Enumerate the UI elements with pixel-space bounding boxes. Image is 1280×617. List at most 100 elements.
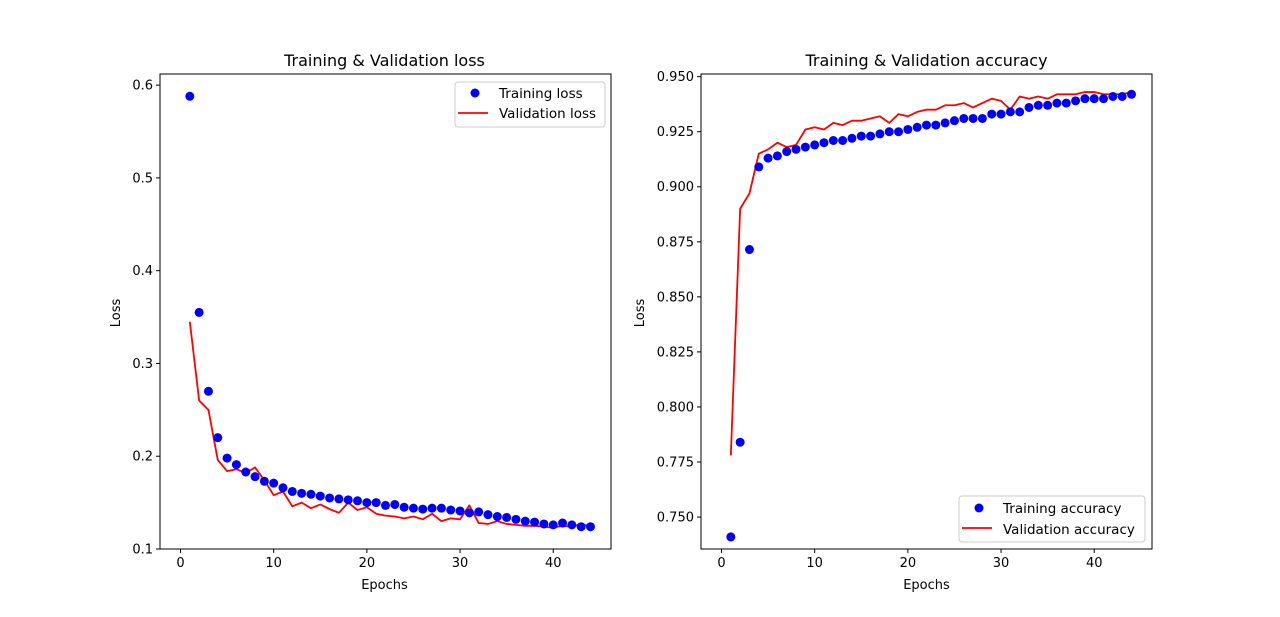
data-point-training-accuracy	[922, 120, 931, 130]
loss-chart: Training & Validation loss Epochs Loss 0…	[109, 51, 612, 593]
data-point-training-loss	[427, 503, 437, 513]
x-tick-label: 10	[265, 556, 282, 571]
accuracy-chart-marks	[726, 89, 1136, 542]
y-tick-label: 0.750	[657, 511, 694, 526]
y-tick-label: 0.775	[657, 456, 694, 471]
loss-chart-x-axis-label: Epochs	[361, 578, 408, 593]
data-point-training-loss	[287, 486, 297, 496]
data-point-training-loss	[213, 433, 223, 443]
data-point-training-accuracy	[838, 136, 848, 146]
x-tick-label: 40	[1086, 556, 1103, 571]
y-tick-label: 0.3	[132, 357, 153, 372]
data-point-training-loss	[576, 522, 586, 532]
data-point-training-accuracy	[1117, 91, 1127, 101]
y-tick-label: 0.5	[132, 171, 153, 186]
x-tick-label: 0	[176, 556, 184, 571]
data-point-training-loss	[194, 307, 204, 317]
legend-label-training-accuracy: Training accuracy	[1002, 501, 1121, 517]
accuracy-chart-frame	[700, 73, 1153, 550]
data-point-training-loss	[511, 514, 521, 524]
data-point-training-accuracy	[1080, 94, 1090, 104]
y-tick-label: 0.950	[657, 70, 694, 85]
data-point-training-accuracy	[810, 140, 820, 150]
data-point-training-loss	[558, 518, 568, 528]
data-point-training-loss	[455, 506, 465, 516]
accuracy-chart-ticks: 0 10 20 30 40 0.750 0.775 0.800 0.825 0.850 0.875 0…	[657, 70, 1103, 571]
x-tick-label: 40	[545, 556, 562, 571]
data-point-training-loss	[436, 503, 446, 513]
legend-label-training-loss: Training loss	[498, 86, 583, 102]
data-point-training-loss	[567, 520, 577, 530]
data-point-training-loss	[334, 494, 344, 504]
accuracy-chart-x-axis-label: Epochs	[903, 578, 950, 593]
data-point-training-loss	[353, 496, 363, 506]
data-point-training-loss	[483, 510, 493, 520]
data-point-training-loss	[222, 453, 232, 463]
data-point-training-loss	[502, 512, 512, 522]
data-point-training-loss	[269, 478, 279, 488]
data-point-training-loss	[231, 460, 241, 470]
data-point-training-accuracy	[828, 136, 838, 146]
data-point-training-accuracy	[903, 124, 913, 134]
y-tick-label: 0.4	[132, 264, 153, 279]
data-point-training-accuracy	[856, 131, 866, 141]
y-tick-label: 0.6	[132, 79, 153, 94]
data-point-training-loss	[185, 91, 195, 101]
legend-box	[958, 495, 1146, 543]
y-tick-label: 0.900	[657, 180, 694, 195]
data-point-training-loss	[315, 491, 325, 501]
data-point-training-loss	[586, 522, 595, 532]
data-point-training-loss	[548, 520, 558, 530]
accuracy-chart-legend: Training accuracy Validation accuracy	[958, 495, 1146, 543]
x-tick-label: 20	[359, 556, 376, 571]
data-point-training-loss	[520, 516, 530, 526]
x-tick-label: 30	[993, 556, 1010, 571]
data-point-training-accuracy	[726, 532, 736, 542]
data-point-training-accuracy	[1061, 98, 1071, 108]
data-point-training-loss	[492, 512, 502, 522]
data-point-training-loss	[371, 498, 381, 508]
data-point-training-accuracy	[959, 113, 969, 123]
legend-label-validation-loss: Validation loss	[499, 106, 596, 122]
data-point-training-accuracy	[1071, 96, 1081, 106]
data-point-training-loss	[278, 483, 288, 493]
data-point-training-accuracy	[1127, 89, 1136, 99]
series-line-validation-loss	[188, 321, 591, 529]
data-point-training-loss	[203, 386, 213, 396]
data-point-training-accuracy	[1005, 107, 1015, 117]
data-point-training-accuracy	[1024, 102, 1034, 112]
data-point-training-accuracy	[819, 138, 829, 148]
legend-label-validation-accuracy: Validation accuracy	[1003, 522, 1135, 538]
data-point-training-accuracy	[949, 116, 959, 126]
data-point-training-loss	[418, 504, 428, 514]
data-point-training-accuracy	[791, 144, 801, 154]
data-point-training-accuracy	[1015, 107, 1025, 117]
loss-chart-title: Training & Validation loss	[283, 51, 485, 70]
data-point-training-loss	[446, 505, 456, 515]
data-point-training-loss	[306, 489, 316, 499]
data-point-training-accuracy	[977, 113, 987, 123]
data-point-training-accuracy	[866, 131, 876, 141]
data-point-training-loss	[297, 488, 307, 498]
y-tick-label: 0.800	[657, 400, 694, 415]
data-point-training-accuracy	[763, 153, 773, 163]
loss-chart-legend: Training loss Validation loss	[454, 81, 606, 128]
data-point-training-accuracy	[800, 142, 810, 152]
y-tick-label: 0.825	[657, 345, 694, 360]
data-point-training-loss	[241, 467, 251, 477]
y-tick-label: 0.850	[657, 290, 694, 305]
data-point-training-accuracy	[1108, 91, 1118, 101]
data-point-training-accuracy	[1099, 94, 1109, 104]
legend-box	[454, 81, 606, 128]
data-point-training-loss	[390, 499, 400, 509]
data-point-training-accuracy	[996, 109, 1006, 119]
data-point-training-accuracy	[875, 129, 885, 139]
loss-chart-frame	[159, 73, 612, 550]
series-line-validation-accuracy	[729, 91, 1132, 456]
legend-marker-training-loss	[470, 88, 480, 98]
y-tick-label: 0.1	[132, 543, 153, 558]
x-tick-label: 0	[717, 556, 725, 571]
y-tick-label: 0.2	[132, 450, 153, 465]
accuracy-chart: Training & Validation accuracy Epochs Lo…	[633, 51, 1153, 593]
data-point-training-accuracy	[847, 133, 857, 143]
